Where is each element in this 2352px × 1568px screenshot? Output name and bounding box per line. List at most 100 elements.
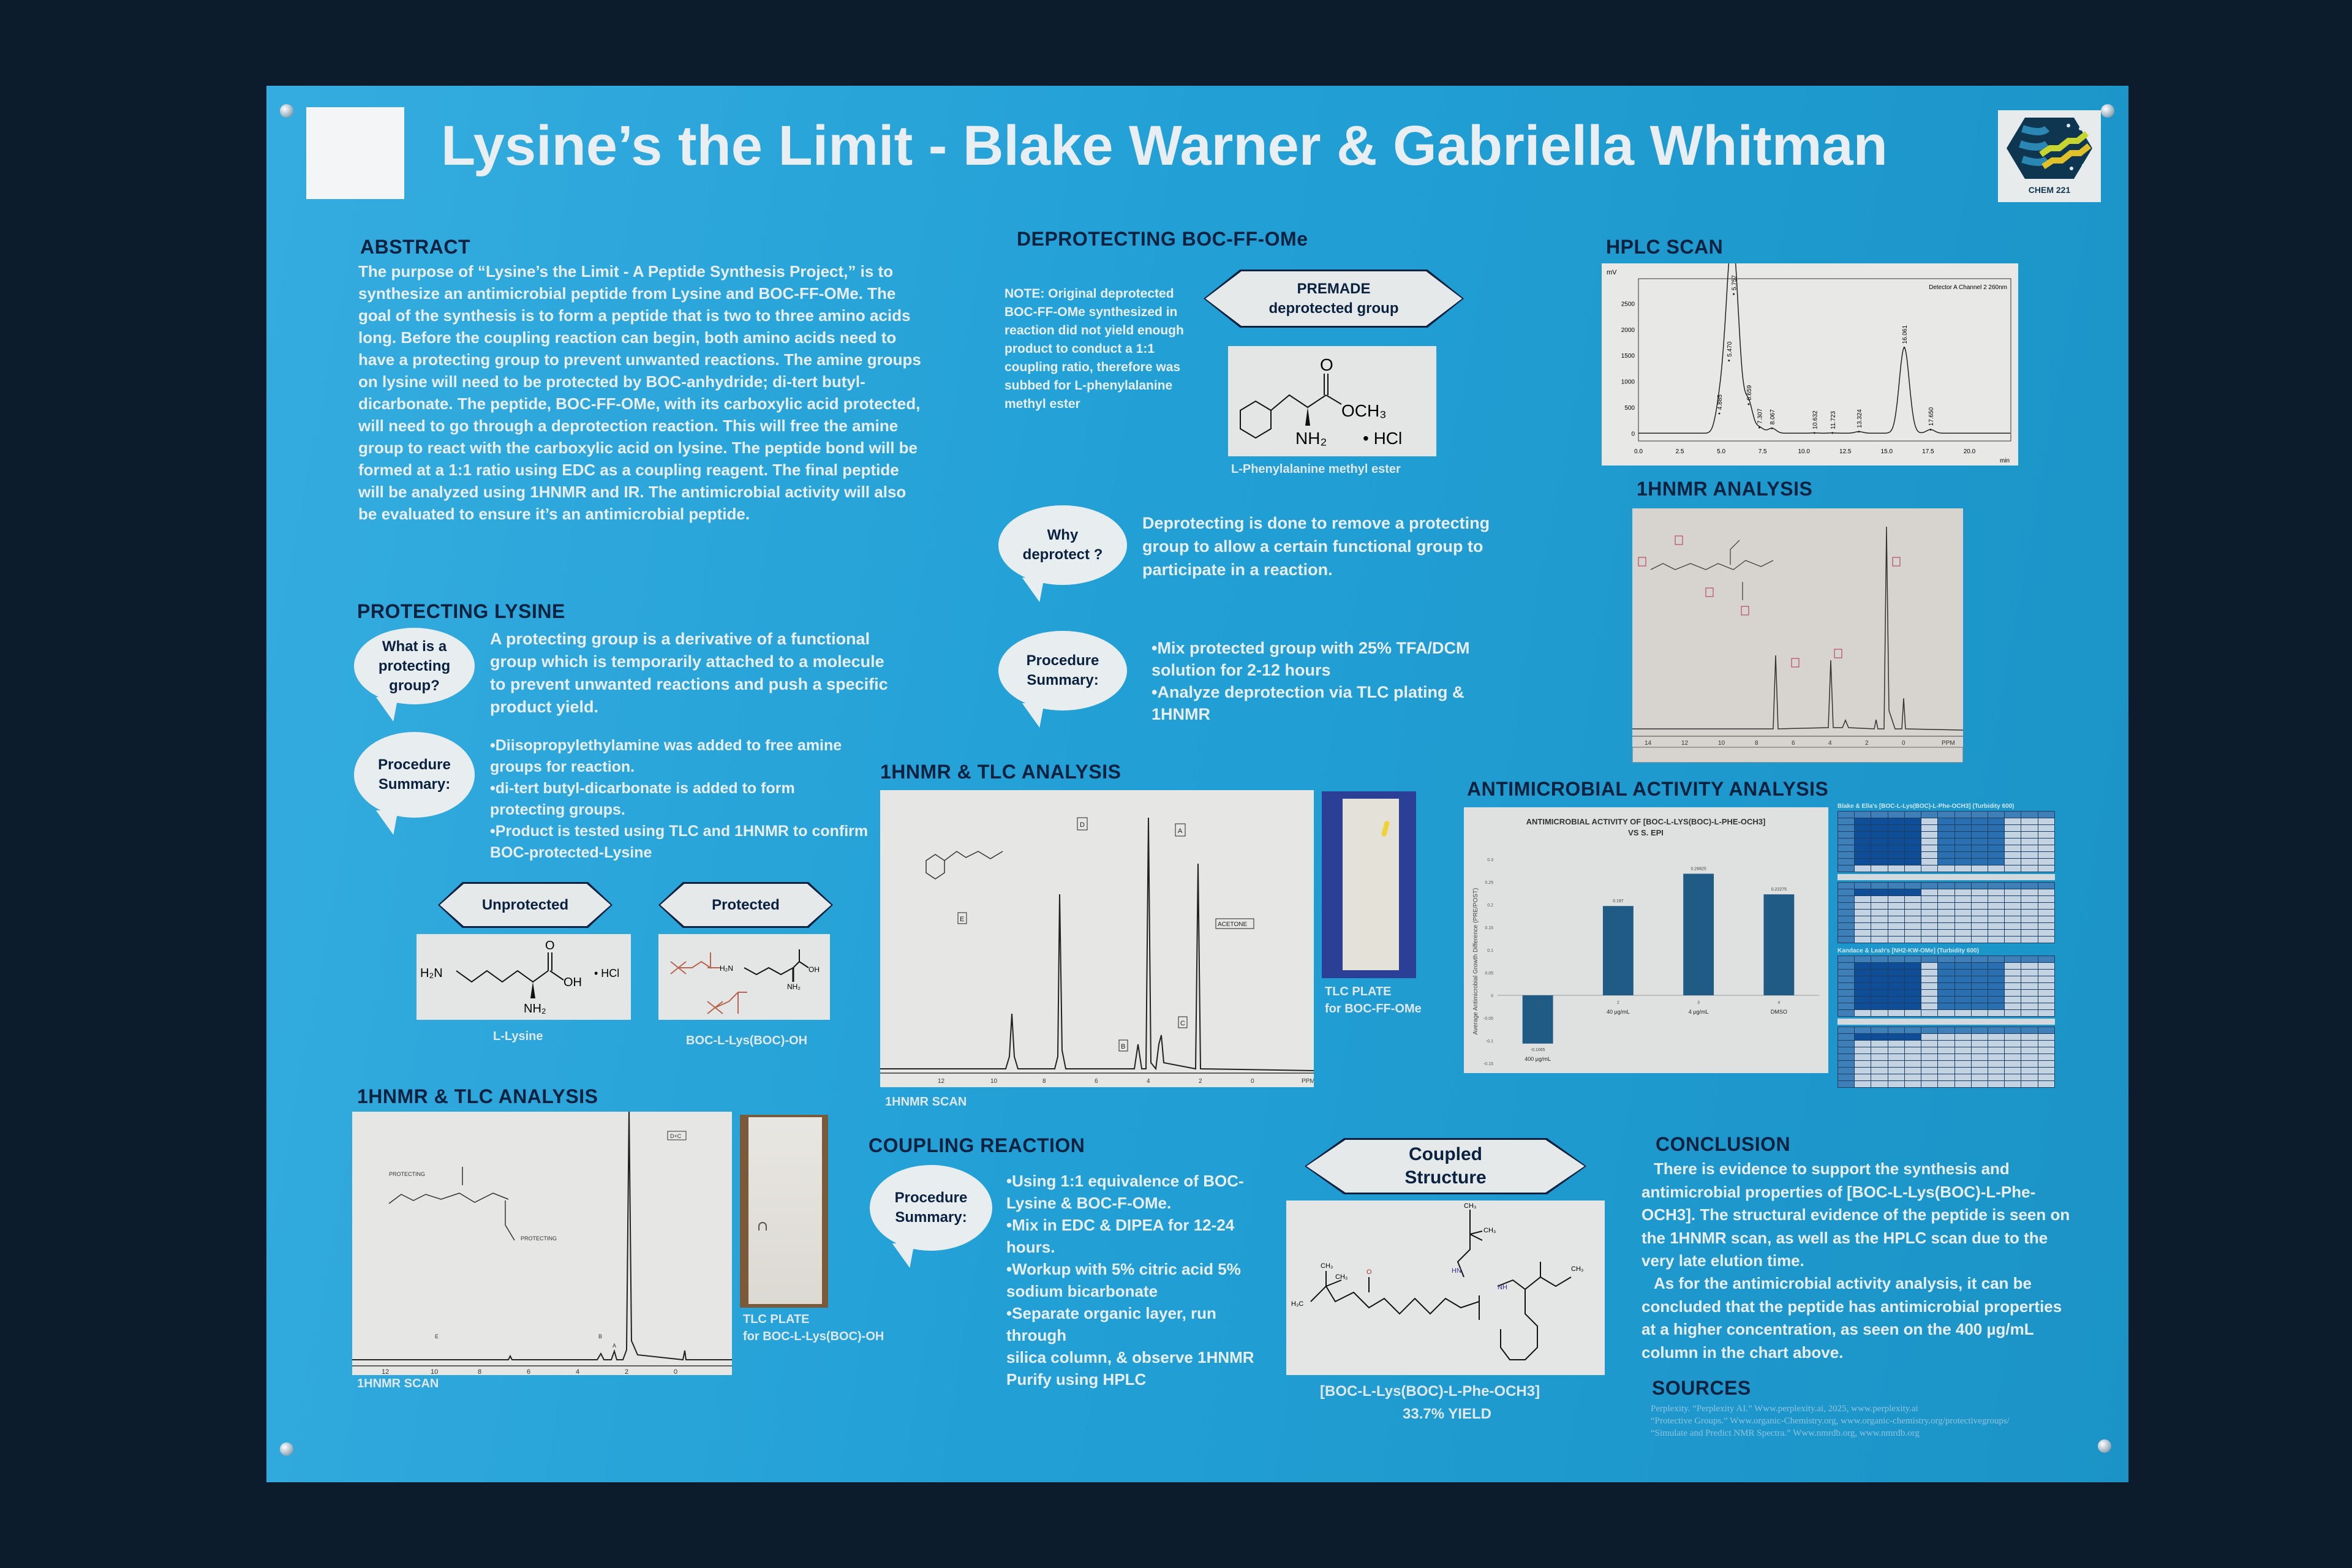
push-pin-icon xyxy=(2098,1439,2111,1453)
table-cell xyxy=(1837,982,1855,990)
table-row xyxy=(1837,962,2056,970)
table-cell xyxy=(1904,936,1922,943)
table-cell xyxy=(2037,1067,2056,1074)
table-cell xyxy=(1904,916,1922,923)
hcl-label: • HCl xyxy=(594,967,619,979)
table-cell xyxy=(1937,845,1955,852)
ppm-tick: 4 xyxy=(1147,1078,1150,1085)
procedure-step: •Using 1:1 equivalence of BOC-Lysine & B… xyxy=(1006,1172,1244,1212)
table-cell xyxy=(1987,818,2005,825)
nmr-scan-caption-left: 1HNMR SCAN xyxy=(357,1377,439,1390)
table-cell xyxy=(2004,845,2022,852)
y-tick-label: 0.2 xyxy=(1487,903,1493,908)
table-cell xyxy=(2021,851,2038,859)
antimicrobial-chart-svg: ANTIMICROBIAL ACTIVITY OF [BOC-L-LYS(BOC… xyxy=(1472,817,1819,1066)
table-cell xyxy=(1970,902,1988,910)
ppm-tick: 10 xyxy=(1718,740,1725,747)
chart-title: VS S. EPI xyxy=(1628,828,1664,837)
table-cell xyxy=(1987,831,2005,839)
table-cell xyxy=(1871,811,1888,818)
table-cell xyxy=(2021,845,2038,852)
table-cell xyxy=(2004,1027,2022,1034)
table-cell xyxy=(2037,824,2056,832)
table-cell xyxy=(1954,1009,1972,1017)
plot-frame xyxy=(1638,278,2011,442)
peak-label: 6.659 xyxy=(1746,385,1753,400)
table-cell xyxy=(1871,1009,1888,1017)
table-cell xyxy=(1904,1040,1922,1047)
table-row xyxy=(1837,909,2056,916)
table-cell xyxy=(2037,1040,2056,1047)
table-row xyxy=(1837,929,2056,937)
table-cell xyxy=(2004,1040,2022,1047)
table-cell xyxy=(2021,936,2038,943)
table-cell xyxy=(1987,989,2005,997)
protecting-heading: PROTECTING LYSINE xyxy=(357,600,565,622)
table-cell xyxy=(1871,1054,1888,1061)
ppm-tick: 8 xyxy=(1755,740,1758,747)
table-cell xyxy=(1904,818,1922,825)
nmr-right-heading: 1HNMR ANALYSIS xyxy=(1637,478,1813,500)
table-cell xyxy=(1921,902,1939,910)
premade-label-text: PREMADE deprotected group xyxy=(1205,271,1462,326)
table-row xyxy=(1837,1074,2056,1081)
table-cell xyxy=(1904,1054,1922,1061)
table-cell xyxy=(1987,1067,2005,1074)
table-cell xyxy=(2037,1074,2056,1081)
table-cell xyxy=(1871,1074,1888,1081)
l-lysine-molecule-image: H₂N O OH NH₂ • HCl xyxy=(420,939,619,1016)
table-cell xyxy=(1937,1054,1955,1061)
table-cell xyxy=(1937,1074,1955,1081)
turbidity-table-1-before xyxy=(1837,882,2056,943)
deprotecting-procedure-list: •Mix protected group with 25% TFA/DCM so… xyxy=(1152,637,1519,725)
table-cell xyxy=(1937,895,1955,903)
table-cell xyxy=(1970,845,1988,852)
y-tick-label: 2000 xyxy=(1621,327,1635,334)
source-item[interactable]: “Protective Groups.” Www.organic-Chemist… xyxy=(1651,1416,2010,1426)
coupled-label-text: Coupled Structure xyxy=(1306,1140,1585,1193)
source-item[interactable]: “Simulate and Predict NMR Spectra.” Www.… xyxy=(1651,1428,1920,1438)
table-cell xyxy=(1954,1003,1972,1010)
poster: Lysine’s the Limit - Blake Warner & Gabr… xyxy=(266,86,2128,1482)
hplc-chart: mV min Detector A Channel 2 260nm 2500 2000 1… xyxy=(1602,236,2018,466)
table-cell xyxy=(1837,882,1855,889)
table-cell xyxy=(1904,845,1922,852)
table-cell xyxy=(1954,909,1972,916)
peak-marker xyxy=(1858,431,1860,433)
table-row xyxy=(1837,831,2056,839)
table-cell xyxy=(1871,1040,1888,1047)
table-cell xyxy=(2021,1054,2038,1061)
source-item[interactable]: Perplexity. “Perplexity AI.” Www.perplex… xyxy=(1651,1404,1918,1414)
table-cell xyxy=(1854,1054,1872,1061)
table-cell xyxy=(1837,824,1855,832)
table-cell xyxy=(1987,851,2005,859)
table-cell xyxy=(1970,1003,1988,1010)
coupled-line: Coupled xyxy=(1409,1144,1482,1164)
table-cell xyxy=(1970,956,1988,963)
table-cell xyxy=(1987,1080,2005,1088)
table-cell xyxy=(1837,1074,1855,1081)
table-cell xyxy=(2004,902,2022,910)
table-cell xyxy=(1987,1027,2005,1034)
data-label: -0.1065 xyxy=(1531,1048,1545,1052)
table-cell xyxy=(1921,824,1939,832)
table-cell xyxy=(1887,865,1905,872)
table-cell xyxy=(2021,895,2038,903)
table-cell xyxy=(2037,909,2056,916)
table-cell xyxy=(2021,916,2038,923)
table-cell xyxy=(2021,824,2038,832)
table-cell xyxy=(2004,811,2022,818)
table-cell xyxy=(1937,1027,1955,1034)
tlc-caption-line: TLC PLATE xyxy=(1325,985,1392,998)
ppm-tick: 8 xyxy=(478,1368,481,1375)
table-cell xyxy=(2037,889,2056,896)
category-label: DMSO xyxy=(1771,1009,1787,1015)
table-cell xyxy=(1987,1074,2005,1081)
table-cell xyxy=(1871,996,1888,1003)
table-cell xyxy=(1871,865,1888,872)
table-cell xyxy=(1987,1033,2005,1041)
table-cell xyxy=(2037,1060,2056,1068)
table-row xyxy=(1837,936,2056,943)
table-row xyxy=(1837,916,2056,923)
category-index: 3 xyxy=(1697,1001,1700,1005)
